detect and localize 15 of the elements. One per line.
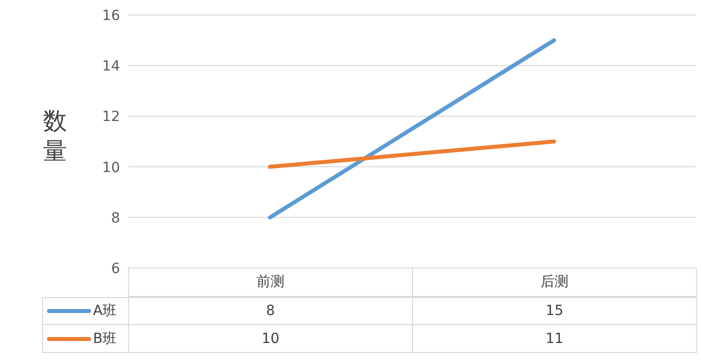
y-tick-label: 16 (102, 8, 120, 24)
y-axis-title: 数量 (42, 106, 68, 166)
data-label: 8 (128, 297, 413, 325)
x-tick-label: 后测 (412, 268, 697, 297)
data-label: 15 (412, 297, 697, 325)
x-tick-label: 前测 (128, 268, 413, 297)
y-tick-label: 10 (102, 160, 120, 176)
data-label: 11 (412, 325, 697, 353)
y-tick-label: 14 (102, 58, 120, 75)
data-label: 10 (128, 325, 413, 353)
y-tick-label: 6 (111, 260, 120, 277)
y-tick-label: 12 (102, 109, 120, 126)
legend-label: B班 (93, 330, 117, 348)
legend-label: A班 (93, 302, 117, 320)
y-tick-label: 8 (111, 210, 120, 226)
